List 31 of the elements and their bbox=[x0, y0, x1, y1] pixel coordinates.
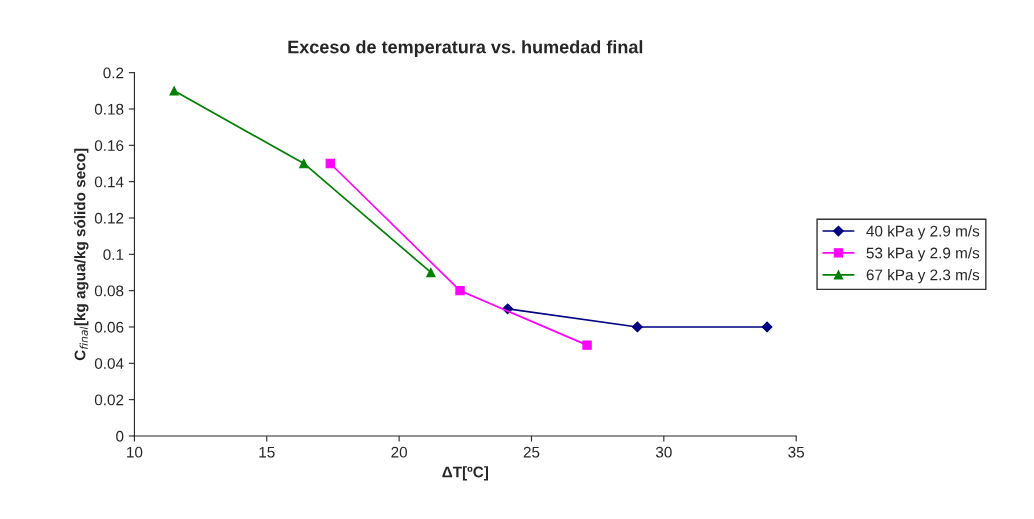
y-axis-title: C$_{final}$[kg agua/kg sólido seco] bbox=[74, 148, 89, 361]
point bbox=[582, 340, 592, 350]
point bbox=[325, 158, 335, 169]
point bbox=[631, 321, 643, 333]
y-tick-label: 0.02 bbox=[94, 394, 124, 406]
y-tick-label: 0.1 bbox=[103, 249, 124, 260]
y-tick-label: 0 bbox=[116, 430, 124, 442]
legend-label: 53 kPa y 2.9 m/s bbox=[866, 247, 980, 262]
y-tick-label: 0.16 bbox=[94, 140, 124, 152]
legend-label: 40 kPa y 2.9 m/s bbox=[866, 225, 980, 240]
x-tick-label: 10 bbox=[127, 446, 143, 458]
x-tick-label: 25 bbox=[523, 446, 540, 458]
y-tick-label: 0.06 bbox=[94, 321, 124, 333]
x-tick-label: 35 bbox=[788, 446, 805, 458]
point bbox=[299, 158, 309, 169]
y-tick-label: 0.14 bbox=[94, 176, 124, 188]
y-tick-label: 0.12 bbox=[94, 212, 124, 224]
y-tick-label: 0.04 bbox=[94, 358, 124, 369]
point bbox=[426, 267, 436, 278]
x-tick-label: 30 bbox=[655, 446, 672, 458]
point bbox=[761, 321, 773, 333]
y-tick-label: 0.08 bbox=[94, 285, 124, 297]
x-tick-label: 20 bbox=[391, 446, 408, 458]
chart-title: Exceso de temperatura vs. humedad final bbox=[288, 40, 643, 57]
point bbox=[455, 285, 465, 296]
y-tick-label: 0.18 bbox=[94, 103, 124, 115]
y-tick-label: 0.2 bbox=[103, 67, 124, 79]
legend-label: 67 kPa y 2.3 m/s bbox=[866, 269, 980, 284]
x-axis-title: ΔT[ºC] bbox=[442, 466, 488, 481]
point bbox=[169, 86, 179, 96]
x-tick-label: 15 bbox=[259, 446, 275, 458]
